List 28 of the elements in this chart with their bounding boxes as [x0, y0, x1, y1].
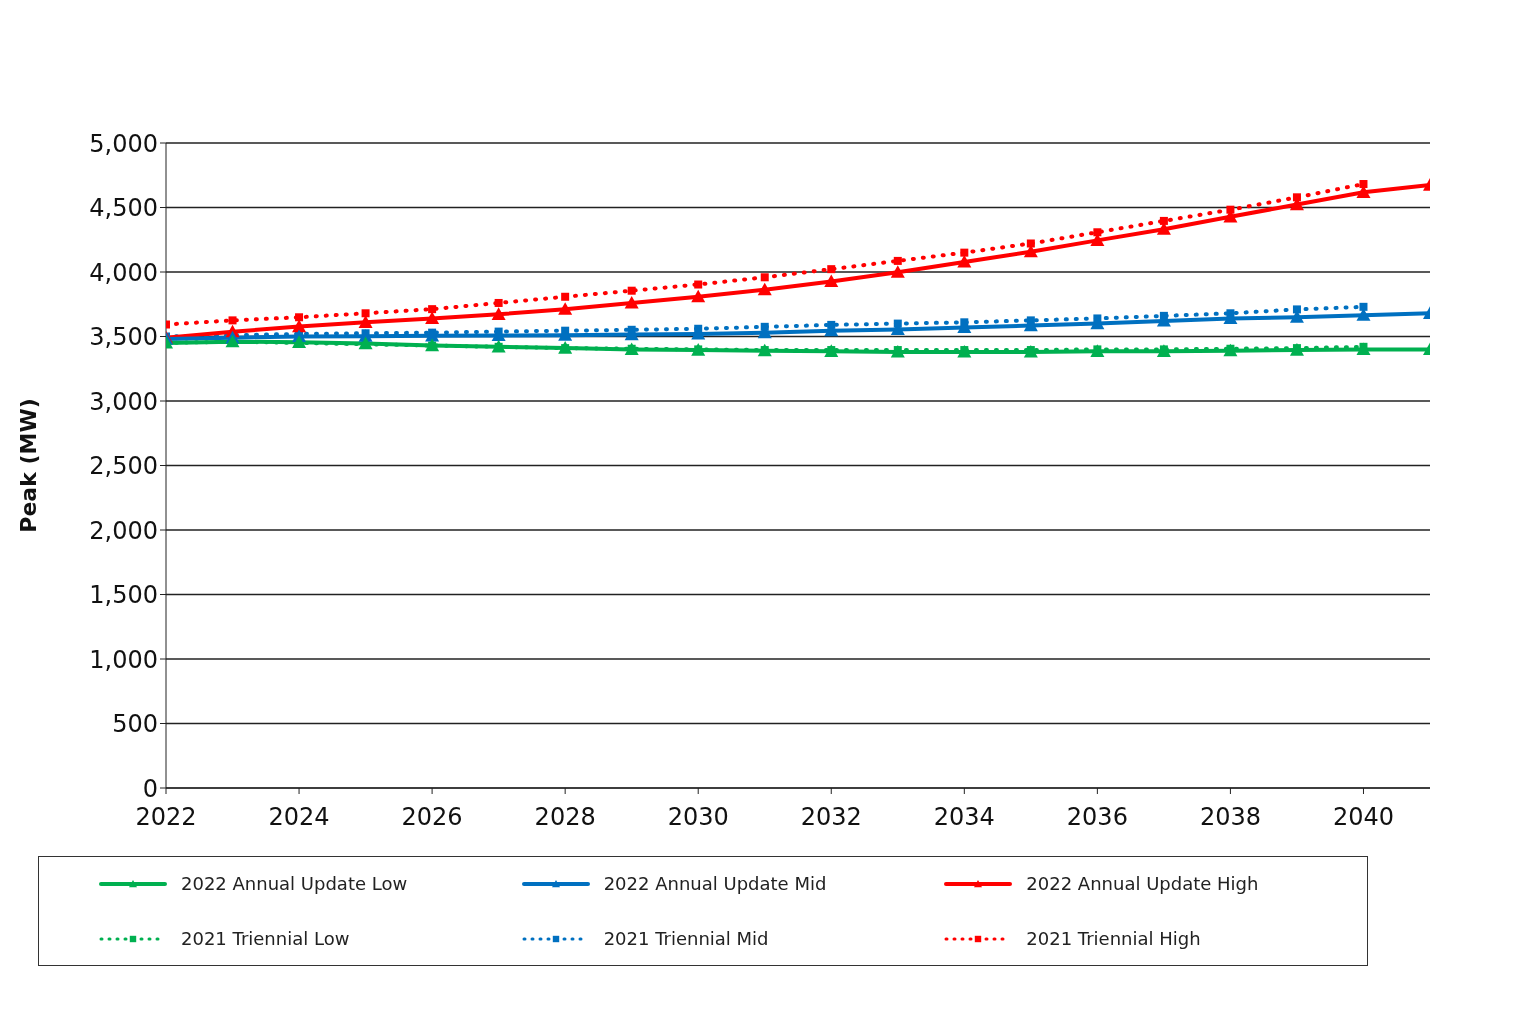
- y-tick-label: 5,000: [89, 129, 158, 158]
- y-axis-title: Peak (MW): [15, 398, 41, 533]
- x-tick-label: 2036: [1066, 803, 1128, 832]
- legend-label: 2021 Triennial High: [1026, 928, 1201, 949]
- legend-label: 2022 Annual Update High: [1026, 873, 1259, 894]
- y-tick-label: 4,000: [89, 258, 158, 287]
- x-tick-label: 2030: [667, 803, 729, 832]
- x-tick-label: 2022: [135, 803, 197, 832]
- x-tick-label: 2026: [401, 803, 463, 832]
- y-tick-label: 1,500: [89, 581, 158, 610]
- y-tick-label: 2,500: [89, 452, 158, 481]
- y-tick-label: 2,000: [89, 516, 158, 545]
- y-tick-label: 0: [142, 774, 158, 803]
- legend-label: 2021 Triennial Low: [181, 928, 350, 949]
- y-tick-label: 3,500: [89, 323, 158, 352]
- x-tick-label: 2040: [1332, 803, 1395, 832]
- x-tick-label: 2024: [268, 803, 330, 832]
- x-tick-label: 2038: [1199, 803, 1261, 832]
- y-tick-label: 3,000: [89, 387, 158, 416]
- legend-label: 2021 Triennial Mid: [603, 928, 769, 949]
- legend-label: 2022 Annual Update Low: [181, 873, 408, 894]
- legend-label: 2022 Annual Update Mid: [603, 873, 827, 894]
- y-tick-label: 4,500: [89, 194, 158, 223]
- x-tick-label: 2032: [800, 803, 862, 832]
- y-tick-label: 1,000: [89, 645, 158, 674]
- y-tick-label: 500: [112, 710, 158, 739]
- x-tick-label: 2028: [534, 803, 596, 832]
- x-tick-label: 2034: [933, 803, 995, 832]
